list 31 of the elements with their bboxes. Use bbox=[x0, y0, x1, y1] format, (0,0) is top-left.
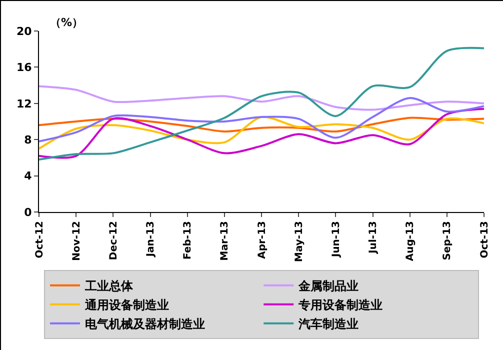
legend-label: 汽车制造业 bbox=[298, 317, 359, 332]
x-tick-label: Aug-13 bbox=[405, 220, 416, 262]
x-tick-label: May-13 bbox=[294, 220, 305, 262]
legend-label: 金属制品业 bbox=[298, 279, 359, 294]
x-tick-label: Feb-13 bbox=[182, 220, 194, 260]
legend-label: 电气机械及器材制造业 bbox=[85, 317, 205, 332]
y-axis-title: （%） bbox=[50, 16, 84, 29]
x-tick-label: Jun-13 bbox=[330, 220, 342, 258]
line-series bbox=[39, 116, 484, 150]
y-tick-label: 16 bbox=[16, 61, 32, 74]
x-tick-label: Oct-12 bbox=[34, 220, 46, 258]
legend-label: 通用设备制造业 bbox=[84, 298, 169, 312]
x-tick-label: Dec-12 bbox=[108, 220, 120, 260]
x-tick-label: Jan-13 bbox=[146, 220, 156, 258]
x-tick-label: Sep-13 bbox=[442, 220, 454, 260]
line-series bbox=[39, 116, 484, 132]
legend-label: 工业总体 bbox=[84, 279, 134, 294]
y-tick-label: 12 bbox=[16, 97, 32, 110]
line-series bbox=[39, 46, 484, 161]
x-tick-label: Jul-13 bbox=[368, 220, 379, 254]
y-tick-label: 0 bbox=[24, 206, 32, 219]
x-tick-label: Oct-13 bbox=[479, 220, 490, 258]
x-tick-label: Nov-12 bbox=[71, 220, 82, 261]
x-tick-label: Mar-13 bbox=[220, 220, 231, 261]
y-tick-label: 20 bbox=[16, 24, 32, 38]
x-tick-label: Apr-13 bbox=[256, 220, 268, 259]
y-tick-label: 8 bbox=[24, 133, 32, 146]
legend-label: 专用设备制造业 bbox=[298, 298, 383, 312]
line-series bbox=[39, 85, 484, 111]
line-series bbox=[39, 96, 484, 142]
y-tick-label: 4 bbox=[24, 170, 32, 183]
